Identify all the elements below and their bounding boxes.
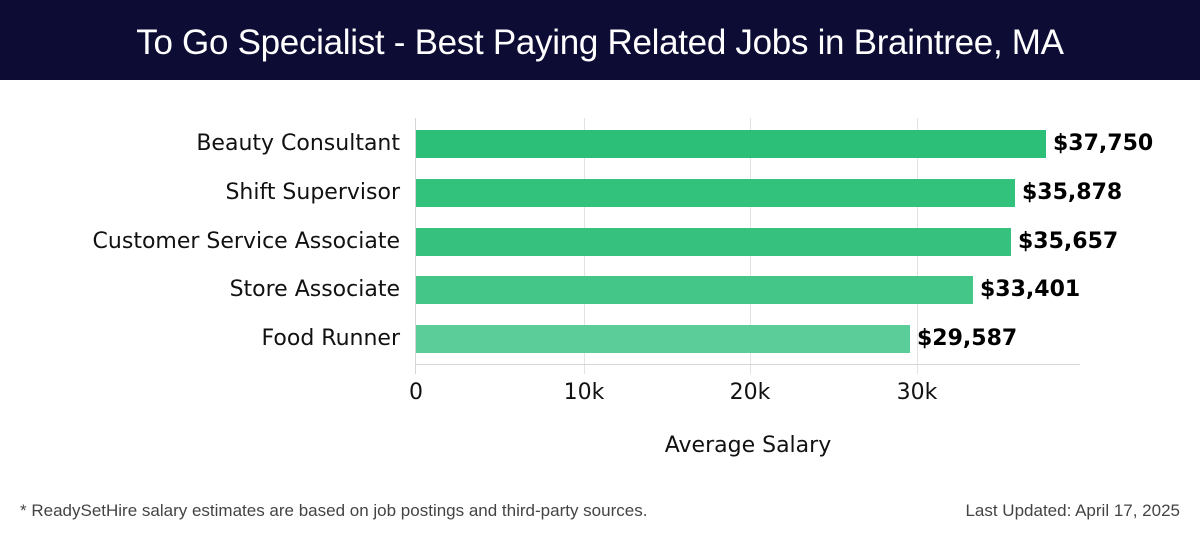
value-label: $37,750 bbox=[1053, 131, 1154, 156]
bar-customer-service-associate bbox=[416, 228, 1011, 256]
x-tick-label: 30k bbox=[896, 380, 938, 405]
category-label: Shift Supervisor bbox=[225, 180, 400, 205]
value-label: $33,401 bbox=[980, 277, 1081, 302]
x-tick-label: 0 bbox=[409, 380, 423, 405]
value-label: $35,657 bbox=[1018, 229, 1119, 254]
category-label: Store Associate bbox=[229, 277, 400, 302]
bar-food-runner bbox=[416, 325, 910, 353]
category-label: Food Runner bbox=[261, 326, 400, 351]
bar-beauty-consultant bbox=[416, 130, 1046, 158]
category-label: Beauty Consultant bbox=[196, 131, 400, 156]
last-updated: Last Updated: April 17, 2025 bbox=[965, 501, 1180, 520]
x-tick-label: 10k bbox=[563, 380, 605, 405]
chart-title: To Go Specialist - Best Paying Related J… bbox=[136, 23, 1064, 62]
value-label: $35,878 bbox=[1022, 180, 1123, 205]
title-banner: To Go Specialist - Best Paying Related J… bbox=[0, 0, 1200, 80]
x-axis-line bbox=[415, 364, 1080, 365]
x-axis-title: Average Salary bbox=[664, 433, 832, 458]
y-axis-line bbox=[415, 118, 416, 374]
category-label: Customer Service Associate bbox=[92, 229, 400, 254]
source-footnote: * ReadySetHire salary estimates are base… bbox=[20, 501, 648, 520]
x-tick-label: 20k bbox=[729, 380, 771, 405]
bar-store-associate bbox=[416, 276, 973, 304]
bar-shift-supervisor bbox=[416, 179, 1015, 207]
value-label: $29,587 bbox=[917, 326, 1018, 351]
